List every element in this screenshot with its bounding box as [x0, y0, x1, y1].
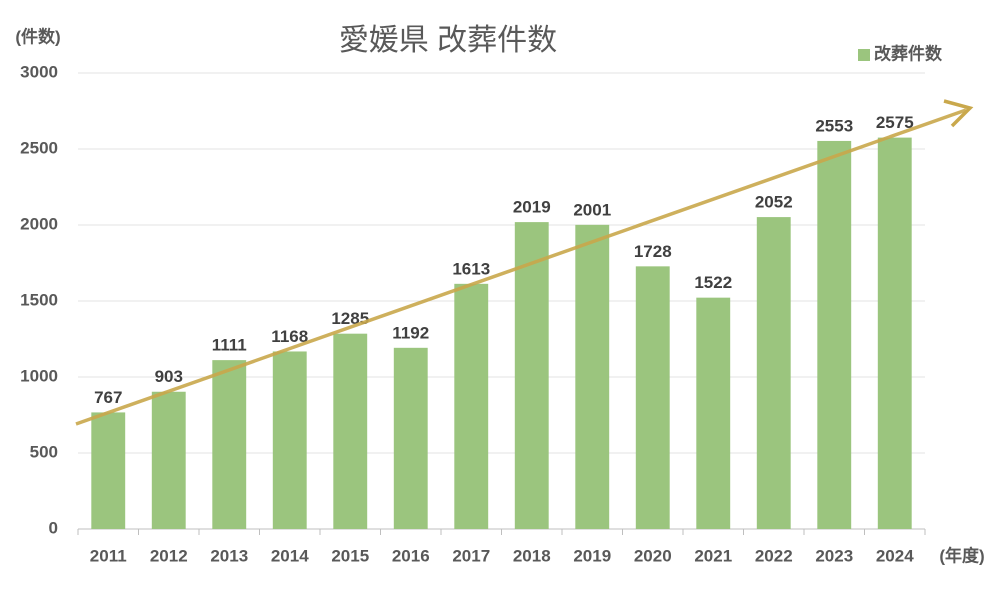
x-tick-label: 2012 — [150, 546, 188, 565]
data-label: 1168 — [271, 327, 308, 346]
data-label: 1728 — [634, 242, 672, 261]
data-label: 2019 — [513, 198, 551, 217]
bar — [514, 222, 549, 529]
data-label: 1111 — [212, 336, 247, 355]
x-tick-label: 2019 — [573, 546, 611, 565]
y-tick-label: 3000 — [20, 62, 58, 81]
trend-line — [75, 108, 967, 426]
y-tick-label: 0 — [49, 518, 58, 537]
data-label: 1285 — [331, 309, 369, 328]
x-tick-label: 2017 — [452, 546, 490, 565]
bar — [877, 137, 912, 529]
y-axis-label: (件数) — [15, 26, 60, 46]
y-tick-label: 1500 — [20, 290, 58, 309]
bar — [272, 351, 307, 529]
bar — [575, 224, 610, 529]
bar — [333, 333, 368, 529]
arrow-head — [943, 99, 974, 128]
plot-area: 0 500 1000 1500 2000 2500 3000 2011 2012 2013 2014… — [20, 62, 926, 565]
bar — [756, 217, 791, 529]
bar — [91, 412, 126, 529]
x-tick-label: 2014 — [271, 546, 309, 565]
x-tick-label: 2011 — [90, 546, 127, 565]
data-label: 1613 — [452, 259, 490, 278]
data-label: 1192 — [392, 323, 429, 342]
bar — [151, 391, 186, 529]
x-axis-label: (年度) — [939, 545, 984, 565]
x-tick-label: 2021 — [694, 546, 732, 565]
bar — [817, 140, 852, 529]
y-tick-label: 2500 — [20, 138, 58, 157]
legend-label: 改葬件数 — [874, 43, 943, 63]
bar — [635, 266, 670, 529]
chart-title: 愛媛県 改葬件数 — [339, 24, 557, 57]
data-label: 2575 — [876, 113, 914, 132]
x-tick-label: 2013 — [210, 546, 248, 565]
data-label: 2001 — [573, 200, 611, 219]
y-tick-label: 500 — [30, 442, 58, 461]
data-label: 1522 — [694, 273, 732, 292]
bar — [696, 297, 731, 529]
bar — [212, 360, 247, 529]
data-label: 903 — [155, 367, 183, 386]
bar — [454, 283, 489, 529]
y-tick-label: 2000 — [20, 214, 58, 233]
x-tick-label: 2022 — [755, 546, 793, 565]
legend-swatch — [858, 49, 870, 61]
x-tick-label: 2015 — [331, 546, 369, 565]
y-tick-label: 1000 — [20, 366, 58, 385]
data-label: 2052 — [755, 193, 793, 212]
x-tick-label: 2024 — [876, 546, 914, 565]
data-label: 2553 — [815, 116, 853, 135]
data-label: 767 — [94, 388, 122, 407]
x-tick-label: 2018 — [513, 546, 551, 565]
bar — [393, 347, 428, 529]
x-tick-label: 2023 — [815, 546, 853, 565]
x-tick-label: 2016 — [392, 546, 430, 565]
trend-arrow — [75, 99, 974, 426]
x-tick-label: 2020 — [634, 546, 672, 565]
